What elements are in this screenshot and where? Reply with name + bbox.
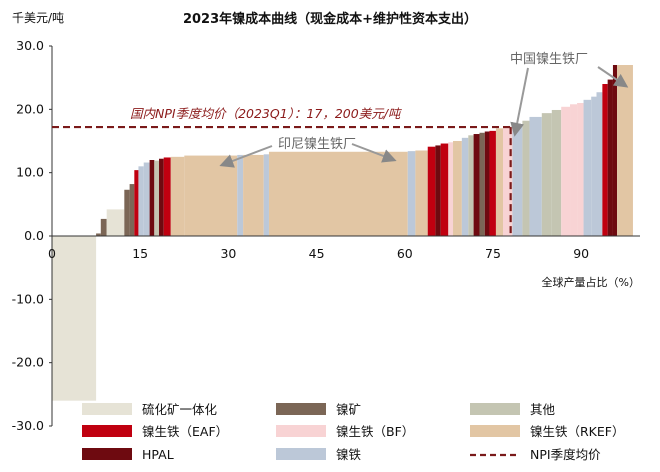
bar-32 (495, 128, 503, 236)
bar-27 (468, 135, 474, 236)
legend-label: 镍生铁（EAF） (142, 424, 228, 439)
bar-0 (52, 236, 97, 401)
bar-5 (129, 184, 135, 236)
bar-10 (154, 160, 160, 236)
legend-swatch (470, 403, 520, 415)
x-axis-label: 全球产量占比（%） (542, 275, 640, 289)
y-tick-label: 20.0 (16, 101, 44, 116)
bar-20 (415, 150, 428, 236)
bar-1 (96, 233, 101, 236)
bar-12 (163, 157, 171, 236)
bar-33 (503, 126, 513, 236)
bar-34 (512, 124, 523, 236)
x-tick-label: 75 (485, 246, 501, 261)
y-tick-label: -30.0 (12, 418, 44, 433)
legend-label: 镍生铁（BF） (336, 424, 414, 439)
npi-average-label: 国内NPI季度均价（2023Q1）：17，200美元/吨 (130, 106, 403, 121)
bar-44 (596, 92, 603, 236)
legend-label: 硫化矿一体化 (142, 402, 218, 417)
annotation-china-npi: 中国镍生铁厂 (510, 52, 588, 67)
bar-24 (448, 142, 454, 236)
legend-swatch (82, 425, 132, 437)
bar-29 (479, 132, 485, 236)
bar-7 (138, 166, 144, 236)
x-tick-label: 90 (573, 246, 589, 261)
bar-45 (602, 84, 608, 236)
legend-label-npi: NPI季度均价 (530, 447, 601, 462)
bar-35 (522, 120, 530, 236)
bar-19 (407, 151, 416, 236)
bar-42 (583, 99, 592, 236)
bar-2 (100, 218, 107, 236)
bar-47 (612, 65, 618, 236)
bar-39 (561, 106, 571, 236)
bar-48 (617, 65, 633, 236)
y-tick-label: -10.0 (12, 291, 44, 306)
bar-36 (529, 116, 542, 236)
bar-21 (427, 146, 436, 236)
legend-swatch (82, 448, 132, 460)
y-tick-label: 30.0 (16, 38, 44, 53)
y-tick-label: 10.0 (16, 165, 44, 180)
y-tick-label: 0.0 (24, 228, 44, 243)
bar-25 (453, 141, 462, 236)
bar-16 (243, 154, 264, 236)
bar-43 (591, 96, 597, 236)
x-tick-label: 0 (48, 246, 56, 261)
legend-label: 镍矿 (336, 402, 361, 417)
legend-swatch (276, 448, 326, 460)
legend-swatch (276, 403, 326, 415)
annotation-arrow-left (219, 145, 273, 168)
bar-13 (170, 156, 185, 236)
bar-38 (551, 109, 562, 236)
x-tick-label: 30 (220, 246, 236, 261)
bar-22 (435, 145, 441, 236)
annotations-layer: 印尼镍生铁厂 中国镍生铁厂 (219, 52, 629, 168)
x-tick-label: 60 (397, 246, 413, 261)
annotation-arrow-right (351, 143, 397, 163)
legend-label: 镍铁 (336, 447, 362, 462)
bar-40 (570, 104, 578, 237)
bar-41 (577, 103, 584, 236)
legend-label: 其他 (530, 402, 556, 417)
annotation-arrow-down (510, 67, 529, 137)
bar-15 (237, 154, 244, 236)
reference-line-layer: 国内NPI季度均价（2023Q1）：17，200美元/吨 (52, 106, 512, 236)
x-tick-label: 45 (309, 246, 325, 261)
bar-8 (143, 162, 150, 236)
legend-swatch (276, 425, 326, 437)
bar-31 (489, 130, 496, 236)
axes-layer: 30.0 20.0 10.0 0.0 -10.0 -20.0 -30.0 0 15 30 45 60 7… (12, 38, 640, 433)
bar-30 (484, 131, 490, 236)
legend-label: HPAL (142, 447, 174, 462)
bar-17 (263, 154, 269, 236)
legend-swatch (82, 403, 132, 415)
bar-6 (134, 170, 139, 236)
bar-11 (159, 158, 164, 236)
bar-28 (473, 134, 480, 236)
y-tick-label: -20.0 (12, 355, 44, 370)
bar-46 (607, 79, 613, 236)
legend-label: 镍生铁（RKEF） (530, 424, 624, 439)
annotation-arrow-right-2 (597, 66, 629, 88)
bar-37 (541, 113, 552, 236)
y-axis-unit-label: 千美元/吨 (12, 11, 64, 25)
bar-23 (440, 143, 449, 236)
annotation-indonesia-npi: 印尼镍生铁厂 (278, 137, 356, 152)
chart-title: 2023年镍成本曲线（现金成本+维护性资本支出） (183, 11, 477, 27)
bar-26 (461, 137, 469, 236)
bar-9 (149, 160, 155, 236)
bar-14 (184, 155, 238, 236)
bars-layer (52, 65, 633, 401)
legend-swatch (470, 425, 520, 437)
x-tick-label: 15 (132, 246, 148, 261)
bar-4 (124, 189, 130, 236)
bar-3 (106, 209, 125, 236)
bar-18 (268, 151, 408, 236)
